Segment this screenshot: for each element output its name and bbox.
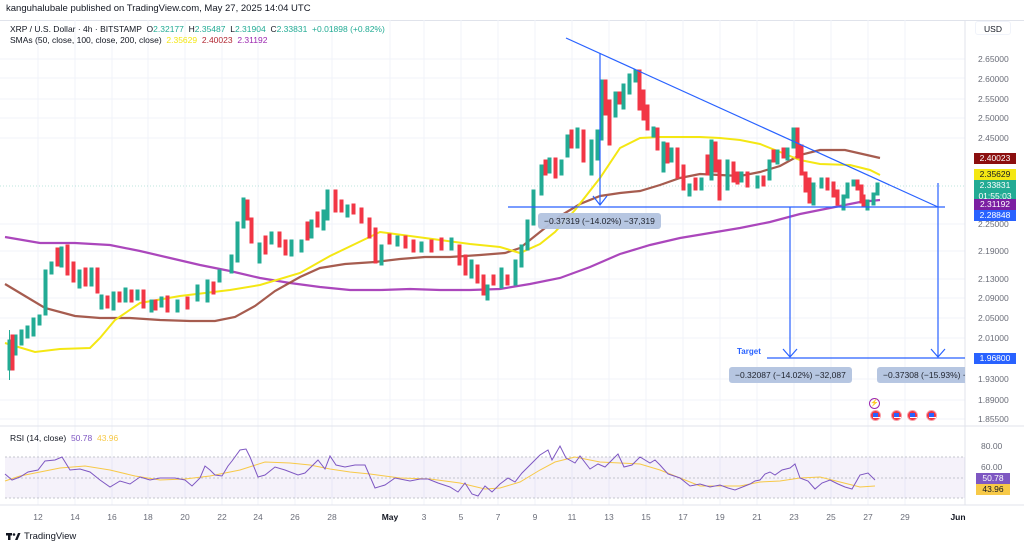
- sma100-value: 2.40023: [201, 35, 233, 45]
- sma-label: SMAs (50, close, 100, close, 200, close): [10, 35, 162, 45]
- time-tick: 15: [641, 512, 651, 522]
- chart-frame: [0, 20, 1024, 520]
- time-tick: 14: [70, 512, 80, 522]
- tradingview-brand[interactable]: TradingView: [24, 531, 76, 542]
- grid: [0, 20, 965, 505]
- time-tick: 20: [180, 512, 190, 522]
- rsi-value: 50.78: [70, 433, 93, 443]
- time-tick: May: [381, 512, 399, 522]
- us-flag-event-icon[interactable]: [870, 410, 881, 421]
- brand-text: TradingView: [24, 531, 77, 542]
- price-tick: 2.05000: [978, 313, 1009, 323]
- time-tick: 3: [421, 512, 427, 522]
- price-tick: 2.09000: [978, 293, 1009, 303]
- measure-label-1[interactable]: −0.37319 (−14.02%) −37,319: [538, 213, 661, 229]
- time-tick: 27: [863, 512, 873, 522]
- time-tick: 5: [458, 512, 464, 522]
- price-tick: 2.45000: [978, 133, 1009, 143]
- change-value: +0.01898 (+0.82%): [312, 24, 385, 34]
- symbol-name: XRP / U.S. Dollar · 4h · BITSTAMP: [10, 24, 142, 34]
- rsi-tick: 80.00: [981, 441, 1003, 451]
- tradingview-logo-icon: [6, 533, 21, 540]
- us-flag-event-icon[interactable]: [907, 410, 918, 421]
- open-value: 2.32177: [153, 24, 184, 34]
- symbol-legend[interactable]: XRP / U.S. Dollar · 4h · BITSTAMP O2.321…: [10, 24, 385, 34]
- time-tick: 28: [327, 512, 337, 522]
- rsi-label: RSI (14, close): [10, 433, 67, 443]
- price-tick: 2.65000: [978, 54, 1009, 64]
- rsi-value-tag: 50.78: [976, 473, 1010, 484]
- time-tick: 25: [826, 512, 836, 522]
- descending-trendline: [565, 37, 939, 208]
- price-tick: 2.60000: [978, 74, 1009, 84]
- us-flag-event-icon[interactable]: [926, 410, 937, 421]
- time-tick: 21: [752, 512, 762, 522]
- last-price: 2.33831: [979, 180, 1011, 190]
- price-tick: 2.01000: [978, 333, 1009, 343]
- measure-label-2[interactable]: −0.32087 (−14.02%) −32,087: [729, 367, 852, 383]
- sma200-price-tag: 2.31192: [974, 199, 1016, 210]
- lightning-event-icon[interactable]: ⚡: [869, 398, 880, 409]
- sma50-value: 2.35629: [166, 35, 198, 45]
- time-tick: Jun: [950, 512, 966, 522]
- us-flag-event-icon[interactable]: [891, 410, 902, 421]
- price-tick: 1.93000: [978, 374, 1009, 384]
- rsi-line: [4, 444, 876, 497]
- price-tick: 2.13000: [978, 274, 1009, 284]
- target-price-tag: 1.96800: [974, 353, 1016, 364]
- time-tick: 22: [217, 512, 227, 522]
- sma100-price-tag: 2.40023: [974, 153, 1016, 164]
- time-tick: 9: [532, 512, 538, 522]
- price-tick: 1.89000: [978, 395, 1009, 405]
- time-tick: 24: [253, 512, 263, 522]
- bar-countdown: 01:55:03: [978, 191, 1012, 201]
- time-tick: 26: [290, 512, 300, 522]
- publisher-line: kanguhalubale published on TradingView.c…: [6, 3, 311, 14]
- rsi-tick: 60.00: [981, 462, 1003, 472]
- time-tick: 23: [789, 512, 799, 522]
- support-price-tag: 2.28848: [974, 210, 1016, 221]
- price-tick: 2.50000: [978, 113, 1009, 123]
- close-value: 2.33831: [276, 24, 308, 34]
- time-tick: 16: [107, 512, 117, 522]
- time-tick: 13: [604, 512, 614, 522]
- sma50-line: [4, 136, 881, 354]
- sma50-price-tag: 2.35629: [974, 169, 1016, 180]
- currency-button[interactable]: USD: [975, 21, 1011, 35]
- last-price-tag: 2.33831 01:55:03: [974, 180, 1016, 202]
- rsi-ma-line: [4, 456, 876, 490]
- rsi-ma-tag: 43.96: [976, 484, 1010, 495]
- time-tick: 17: [678, 512, 688, 522]
- price-tick: 1.85500: [978, 414, 1009, 424]
- target-label: Target: [737, 347, 761, 356]
- measure-label-3[interactable]: −0.37308 (−15.93%) −3: [877, 367, 965, 383]
- low-value: 2.31904: [234, 24, 266, 34]
- time-tick: 19: [715, 512, 725, 522]
- time-tick: 7: [495, 512, 501, 522]
- pattern-drawings[interactable]: [508, 37, 965, 359]
- price-tick: 2.25000: [978, 219, 1009, 229]
- rsi-ma-value: 43.96: [96, 433, 119, 443]
- sma200-line: [4, 198, 881, 292]
- price-tick: 2.19000: [978, 246, 1009, 256]
- time-tick: 29: [900, 512, 910, 522]
- time-tick: 12: [33, 512, 43, 522]
- high-value: 2.35487: [194, 24, 226, 34]
- sma-legend[interactable]: SMAs (50, close, 100, close, 200, close)…: [10, 35, 267, 45]
- sma200-value: 2.31192: [237, 35, 268, 45]
- time-tick: 18: [143, 512, 153, 522]
- candles: [7, 69, 880, 380]
- price-tick: 2.55000: [978, 94, 1009, 104]
- rsi-legend[interactable]: RSI (14, close) 50.78 43.96: [10, 433, 118, 443]
- time-tick: 11: [567, 512, 577, 522]
